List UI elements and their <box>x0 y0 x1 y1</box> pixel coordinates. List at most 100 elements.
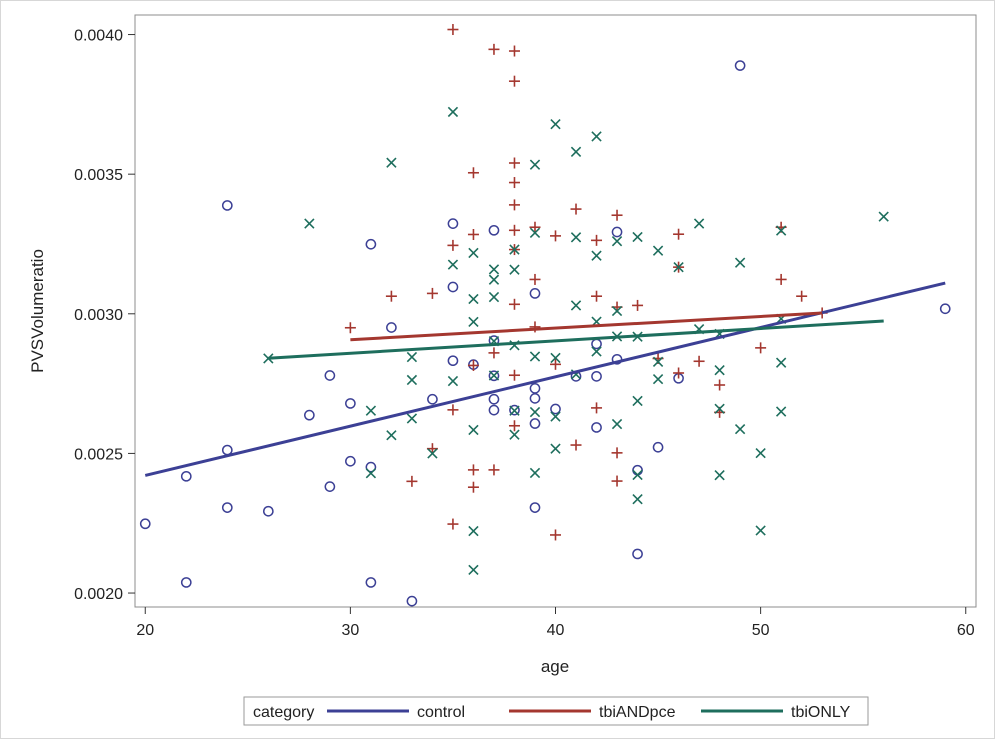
tbiONLY-point <box>632 469 643 481</box>
tbiANDpce-point <box>406 475 418 487</box>
control-point <box>447 355 459 367</box>
tbiANDpce-point <box>488 43 500 55</box>
tbiONLY-point <box>714 403 725 414</box>
tbiANDpce-point <box>550 529 561 541</box>
tbiONLY-point-stroke <box>509 244 520 255</box>
tbiANDpce-point <box>550 358 561 370</box>
tbiONLY-point-stroke <box>550 443 561 454</box>
tbiONLY-point-stroke <box>468 564 479 576</box>
tbiONLY-point-stroke <box>755 447 766 459</box>
control-point <box>591 422 602 433</box>
tbiONLY-point <box>611 236 623 247</box>
tbiONLY-point-stroke <box>632 395 643 407</box>
control-point <box>488 393 500 405</box>
tbiONLY-point-stroke <box>468 424 479 436</box>
tbiONLY-point <box>509 244 520 255</box>
tbiONLY-point-stroke <box>591 131 602 142</box>
y-tick-label: 0.0025 <box>74 446 123 463</box>
tbiONLY-point <box>509 429 520 440</box>
control-point <box>262 505 274 517</box>
control-point <box>529 393 541 404</box>
tbiONLY-point <box>652 373 664 385</box>
control-point <box>529 418 541 429</box>
tbiONLY-point-stroke <box>447 375 459 387</box>
x-tick-label: 50 <box>752 622 770 639</box>
tbiONLY-point-stroke <box>304 218 315 229</box>
tbiANDpce-point <box>467 481 479 493</box>
tbiONLY-point-stroke <box>611 236 623 247</box>
tbiONLY-point <box>529 351 541 362</box>
tbiONLY-point-stroke <box>529 227 541 238</box>
tbiONLY-point <box>427 448 438 459</box>
control-point <box>591 370 602 382</box>
tbiONLY-point <box>570 232 582 243</box>
tbiONLY-point-stroke <box>570 232 582 243</box>
tbiANDpce-point <box>550 230 561 242</box>
tbiONLY-point <box>468 525 479 537</box>
tbiANDpce-point <box>775 273 787 285</box>
control-point <box>529 383 541 394</box>
tbiONLY-point-stroke <box>529 406 541 418</box>
control-point <box>427 393 438 405</box>
tbiONLY-point <box>468 293 479 305</box>
tbiONLY-point <box>550 443 561 454</box>
control-point <box>488 370 500 382</box>
control-point <box>221 502 233 513</box>
tbiANDpce-point <box>529 221 541 233</box>
tbiONLY-point-stroke <box>468 293 479 305</box>
tbiONLY-point-stroke <box>632 231 643 243</box>
tbiONLY-point-stroke <box>775 225 787 236</box>
tbiONLY-point <box>632 231 643 243</box>
tbiONLY-point <box>652 245 664 256</box>
control-point <box>324 481 336 492</box>
control-point <box>345 398 356 409</box>
tbiANDpce-fit-line <box>350 311 823 342</box>
tbiANDpce-point <box>693 355 705 367</box>
tbiONLY-point <box>714 470 725 481</box>
tbiONLY-point <box>529 227 541 238</box>
tbiONLY-point-stroke <box>447 106 459 118</box>
y-tick-label: 0.0035 <box>74 167 123 184</box>
tbiANDpce-point <box>591 234 603 246</box>
plot-area <box>134 14 977 608</box>
tbiONLY-point <box>734 257 746 268</box>
control-point <box>550 403 561 415</box>
tbiONLY-point <box>529 467 541 479</box>
tbiANDpce-point <box>714 379 726 391</box>
tbiANDpce-point <box>570 439 582 451</box>
tbiONLY-point <box>755 525 766 536</box>
tbiANDpce-point <box>508 298 520 310</box>
tbiONLY-point <box>447 375 459 387</box>
tbiONLY-point-stroke <box>632 469 643 481</box>
tbiONLY-point-stroke <box>652 373 664 385</box>
tbiANDpce-point <box>467 167 479 179</box>
tbiONLY-point-stroke <box>468 525 479 537</box>
tbiONLY-point-stroke <box>652 245 664 256</box>
tbiANDpce-point <box>488 464 500 476</box>
tbiONLY-point <box>591 131 602 142</box>
tbiANDpce-point <box>426 287 438 299</box>
tbiONLY-point <box>591 250 602 261</box>
legend: category control tbiANDpce tbiONLY <box>243 696 869 726</box>
tbiONLY-point-stroke <box>365 405 377 416</box>
tbiONLY-point-stroke <box>386 430 397 441</box>
tbiONLY-point-stroke <box>529 351 541 362</box>
data-marks <box>139 24 951 607</box>
series-tbiONLY <box>263 106 889 576</box>
tbiONLY-point-stroke <box>488 274 500 285</box>
tbiONLY-point-stroke <box>488 370 500 381</box>
tbiANDpce-point <box>632 299 644 311</box>
tbiONLY-point-stroke <box>673 261 684 273</box>
control-point <box>386 322 397 333</box>
tbiONLY-point <box>488 370 500 381</box>
x-tick-label: 20 <box>136 622 154 639</box>
tbiONLY-point <box>755 447 766 459</box>
tbiONLY-point-stroke <box>468 316 479 328</box>
tbiONLY-point <box>509 264 520 275</box>
tbiONLY-point <box>632 395 643 407</box>
tbiONLY-point-stroke <box>550 119 561 130</box>
tbiONLY-point <box>488 264 500 275</box>
tbiONLY-point-stroke <box>488 264 500 275</box>
tbiONLY-point <box>878 211 889 222</box>
